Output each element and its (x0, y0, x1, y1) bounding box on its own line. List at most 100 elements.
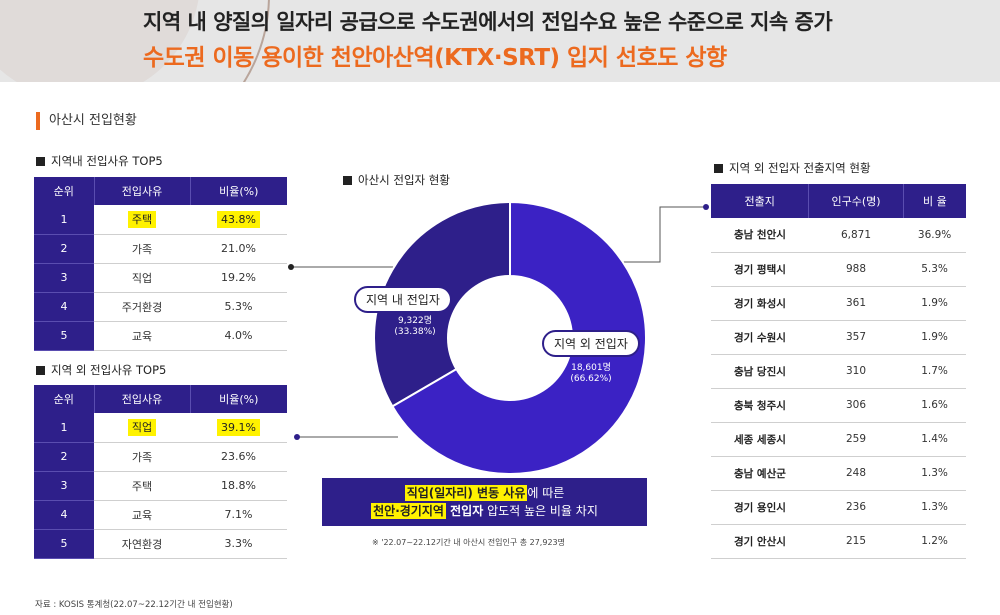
region-cell: 충남 당진시 (711, 354, 809, 389)
section-title: 아산시 전입현황 (36, 112, 137, 130)
table-row: 경기 용인시 236 1.3% (711, 490, 966, 525)
ratio-cell: 7.1% (190, 500, 287, 530)
rank-cell: 2 (34, 442, 94, 472)
region-cell: 경기 안산시 (711, 524, 809, 559)
ratio-cell: 21.0% (190, 234, 287, 264)
region-cell: 경기 화성시 (711, 286, 809, 321)
pop-cell: 248 (808, 456, 904, 491)
col-rank: 순위 (34, 177, 94, 205)
highlight: 천안·경기지역 (371, 503, 446, 519)
ratio-cell: 1.9% (903, 320, 966, 355)
pop-cell: 236 (808, 490, 904, 525)
source-note: 자료 : KOSIS 통계청(22.07~22.12기간 내 전입현황) (35, 600, 233, 610)
reason-cell: 주택 (94, 471, 190, 501)
rank-cell: 1 (34, 413, 94, 443)
rank-cell: 5 (34, 321, 94, 351)
region-table-title: 지역 외 전입자 전출지역 현황 (714, 160, 871, 176)
region-cell: 경기 수원시 (711, 320, 809, 355)
ratio-cell: 1.6% (903, 388, 966, 423)
table-row: 경기 수원시 357 1.9% (711, 320, 966, 355)
reason-cell: 직업 (94, 413, 190, 443)
region-cell: 경기 평택시 (711, 252, 809, 287)
highlight: 주택 (127, 211, 157, 229)
ratio-cell: 18.8% (190, 471, 287, 501)
pop-cell: 259 (808, 422, 904, 457)
outer-table-title: 지역 외 전입사유 TOP5 (36, 362, 166, 378)
table-row: 3 주택 18.8% (34, 471, 287, 501)
region-cell: 충남 예산군 (711, 456, 809, 491)
col-reason: 전입사유 (93, 177, 190, 205)
ratio-cell: 1.3% (903, 490, 966, 525)
table-row: 2 가족 23.6% (34, 442, 287, 472)
table-row: 경기 화성시 361 1.9% (711, 286, 966, 321)
ratio-cell: 4.0% (190, 321, 287, 351)
outer-movers-label: 지역 외 전입자 (542, 330, 640, 357)
ratio-cell: 1.7% (903, 354, 966, 389)
region-cell: 세종 세종시 (711, 422, 809, 457)
reason-cell: 직업 (94, 263, 190, 293)
table-row: 1 주택 43.8% (34, 205, 287, 235)
ratio-cell: 5.3% (190, 292, 287, 322)
rank-cell: 4 (34, 292, 94, 322)
square-bullet-icon (36, 156, 45, 166)
highlight: 39.1% (217, 418, 260, 436)
col-ratio: 비율(%) (189, 177, 287, 205)
pop-cell: 310 (808, 354, 904, 389)
inner-reason-table: 순위 전입사유 비율(%) 1 주택 43.8% 2 가족 21.0% 3 직업… (34, 177, 287, 351)
ratio-cell: 5.3% (903, 252, 966, 287)
summary-box: 직업(일자리) 변동 사유 에 따른 천안·경기지역 전입자 압도적 높은 비율 … (322, 478, 647, 526)
col-ratio: 비 율 (902, 184, 966, 218)
outer-movers-value: 18,601명 (66.62%) (570, 363, 612, 384)
connector-dot (294, 434, 300, 440)
region-cell: 충남 천안시 (711, 218, 809, 253)
table-row: 경기 평택시 988 5.3% (711, 252, 966, 287)
rank-cell: 3 (34, 471, 94, 501)
connector-dot (288, 264, 294, 270)
ratio-cell: 1.9% (903, 286, 966, 321)
table-row: 충남 당진시 310 1.7% (711, 354, 966, 389)
ratio-cell: 1.3% (903, 456, 966, 491)
pop-cell: 215 (808, 524, 904, 559)
col-population: 인구수(명) (808, 184, 904, 218)
table-row: 경기 안산시 215 1.2% (711, 524, 966, 559)
highlight: 직업(일자리) 변동 사유 (404, 485, 528, 501)
ratio-cell: 43.8% (190, 205, 287, 235)
reason-cell: 가족 (94, 442, 190, 472)
col-region: 전출지 (711, 184, 809, 218)
region-cell: 충북 청주시 (711, 388, 809, 423)
reason-cell: 가족 (94, 234, 190, 264)
table-row: 2 가족 21.0% (34, 234, 287, 264)
col-rank: 순위 (34, 385, 94, 413)
ratio-cell: 1.2% (903, 524, 966, 559)
table-row: 3 직업 19.2% (34, 263, 287, 293)
table-row: 충남 천안시 6,871 36.9% (711, 218, 966, 253)
ratio-cell: 1.4% (903, 422, 966, 457)
reason-cell: 자연환경 (94, 529, 190, 559)
table-row: 충북 청주시 306 1.6% (711, 388, 966, 423)
table-header-row: 순위 전입사유 비율(%) (34, 385, 287, 413)
inner-movers-value: 9,322명 (33.38%) (394, 316, 436, 337)
square-bullet-icon (714, 163, 723, 173)
ratio-cell: 36.9% (903, 218, 966, 253)
table-row: 4 주거환경 5.3% (34, 292, 287, 322)
outer-reason-table: 순위 전입사유 비율(%) 1 직업 39.1% 2 가족 23.6% 3 주택… (34, 385, 287, 559)
table-row: 5 교육 4.0% (34, 321, 287, 351)
inner-movers-label: 지역 내 전입자 (354, 286, 452, 313)
square-bullet-icon (343, 175, 352, 185)
table-row: 충남 예산군 248 1.3% (711, 456, 966, 491)
header-banner: 지역 내 양질의 일자리 공급으로 수도권에서의 전입수요 높은 수준으로 지속… (0, 0, 1000, 82)
rank-cell: 4 (34, 500, 94, 530)
reason-cell: 주거환경 (94, 292, 190, 322)
table-header-row: 순위 전입사유 비율(%) (34, 177, 287, 205)
col-ratio: 비율(%) (189, 385, 287, 413)
ratio-cell: 23.6% (190, 442, 287, 472)
pop-cell: 6,871 (808, 218, 904, 253)
pop-cell: 361 (808, 286, 904, 321)
reason-cell: 교육 (94, 321, 190, 351)
connector-dot (703, 204, 709, 210)
inner-table-title: 지역내 전입사유 TOP5 (36, 153, 163, 169)
rank-cell: 3 (34, 263, 94, 293)
region-table: 전출지 인구수(명) 비 율 충남 천안시 6,871 36.9% 경기 평택시 98… (711, 184, 966, 559)
table-row: 1 직업 39.1% (34, 413, 287, 443)
chart-title: 아산시 전입자 현황 (343, 172, 450, 188)
